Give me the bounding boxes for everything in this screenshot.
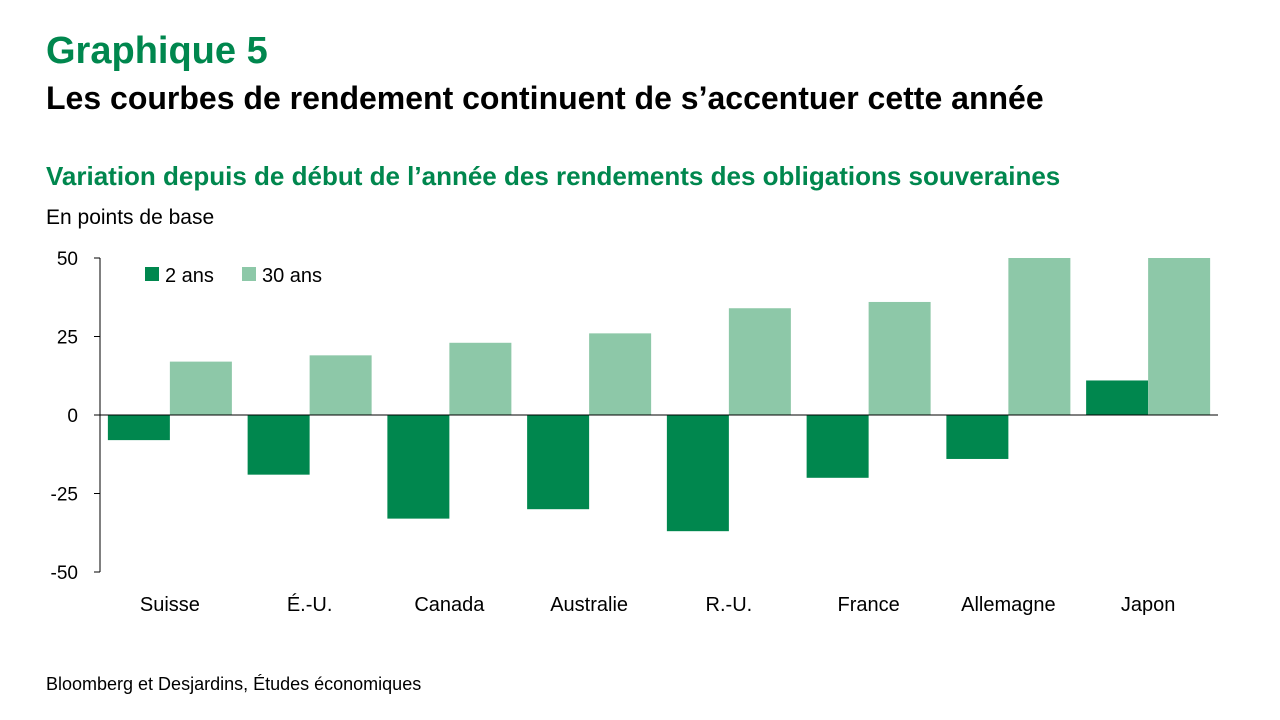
y-tick-label: 0 [67, 406, 78, 427]
x-tick-label: Japon [1121, 594, 1176, 616]
x-tick-label: Australie [550, 594, 628, 616]
bar-2ans-3 [527, 415, 590, 510]
x-tick-label: É.-U. [287, 593, 333, 616]
bar-2ans-4 [666, 415, 729, 532]
bar-30ans-4 [728, 308, 791, 415]
y-tick-label: 25 [57, 328, 78, 349]
bar-2ans-6 [946, 415, 1009, 459]
graph-number: Graphique 5 [46, 30, 268, 72]
y-axis-unit-label: En points de base [46, 206, 215, 229]
legend-label-0: 2 ans [165, 265, 214, 287]
legend-swatch-1 [242, 267, 256, 281]
bar-2ans-1 [247, 415, 310, 475]
x-tick-label: R.-U. [706, 594, 753, 616]
bar-2ans-7 [1086, 380, 1149, 415]
bar-30ans-1 [309, 355, 372, 415]
bar-30ans-3 [589, 333, 652, 415]
bar-30ans-6 [1008, 258, 1071, 415]
bar-30ans-5 [868, 301, 931, 415]
source-note: Bloomberg et Desjardins, Études économiq… [46, 674, 422, 694]
x-tick-label: Suisse [140, 594, 200, 616]
chart-title: Variation depuis de début de l’année des… [46, 161, 1061, 191]
bar-2ans-0 [107, 415, 170, 441]
x-tick-label: Canada [414, 594, 485, 616]
x-tick-label: Allemagne [961, 594, 1056, 616]
bar-2ans-2 [387, 415, 450, 519]
x-tick-label: France [838, 594, 900, 616]
y-tick-label: 50 [57, 249, 78, 270]
bar-30ans-0 [169, 361, 232, 415]
bar-30ans-7 [1148, 258, 1211, 415]
legend-label-1: 30 ans [262, 265, 322, 287]
bar-2ans-5 [806, 415, 869, 478]
legend-swatch-0 [145, 267, 159, 281]
y-tick-label: -50 [51, 563, 78, 584]
y-tick-label: -25 [51, 485, 78, 506]
page-title: Les courbes de rendement continuent de s… [46, 80, 1044, 116]
bar-30ans-2 [449, 342, 512, 415]
